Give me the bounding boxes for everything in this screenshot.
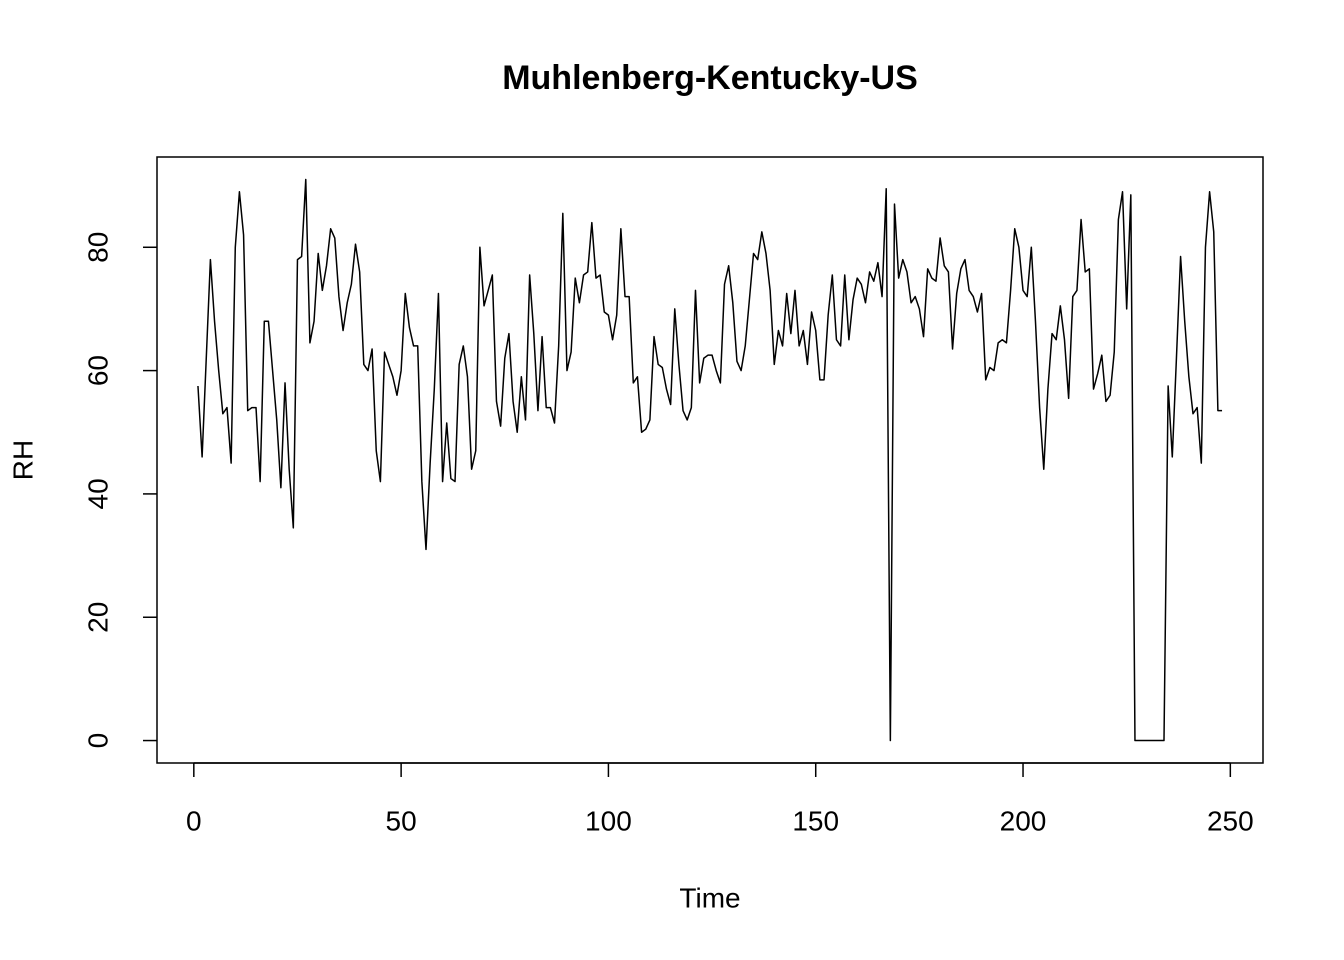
y-tick-label: 20 [82, 602, 113, 633]
y-tick-label: 0 [82, 733, 113, 749]
x-tick-label: 50 [386, 805, 417, 836]
chart-title: Muhlenberg-Kentucky-US [502, 59, 918, 97]
y-tick-label: 40 [82, 478, 113, 509]
x-axis-label: Time [679, 882, 740, 913]
y-tick-label: 60 [82, 355, 113, 386]
x-tick-label: 250 [1207, 805, 1254, 836]
y-tick-label: 80 [82, 232, 113, 263]
x-tick-label: 150 [792, 805, 839, 836]
x-tick-label: 100 [585, 805, 632, 836]
x-tick-label: 200 [1000, 805, 1047, 836]
plot-frame [156, 156, 1264, 764]
x-tick-label: 0 [186, 805, 202, 836]
y-axis-label: RH [7, 440, 38, 480]
data-line [197, 178, 1223, 742]
